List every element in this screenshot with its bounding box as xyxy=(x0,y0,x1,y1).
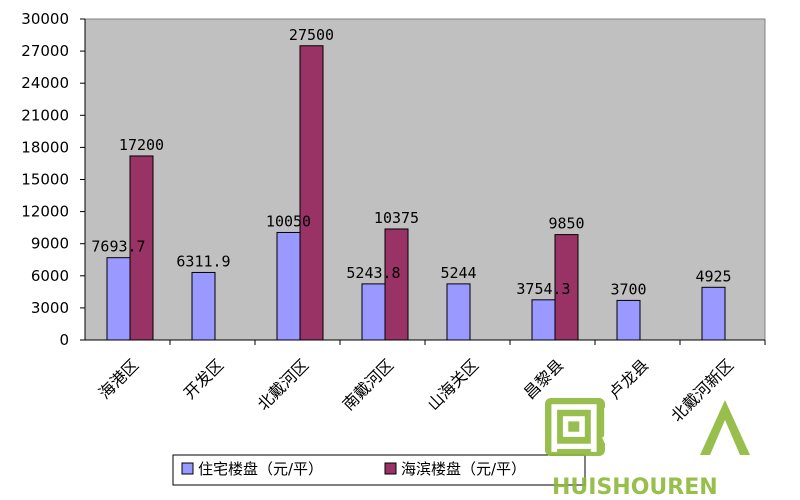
bar-seaside xyxy=(384,228,409,341)
data-label: 3754.3 xyxy=(516,280,570,298)
y-tick-label: 9000 xyxy=(31,235,69,253)
x-category-label: 北戴河区 xyxy=(254,355,313,414)
bar-residential xyxy=(446,283,471,341)
data-label: 17200 xyxy=(119,136,164,154)
watermark-box xyxy=(545,398,605,456)
bar-seaside xyxy=(129,155,154,341)
bar-residential xyxy=(106,257,131,341)
y-tick-label: 0 xyxy=(59,331,69,349)
y-tick-label: 27000 xyxy=(21,42,69,60)
legend-box xyxy=(172,454,586,486)
x-category-label: 山海关区 xyxy=(424,355,483,414)
data-label: 10375 xyxy=(374,209,419,227)
data-label: 5243.8 xyxy=(346,264,400,282)
legend-label-residential: 住宅楼盘（元/平） xyxy=(198,460,323,478)
data-label: 4925 xyxy=(695,267,731,285)
legend-swatch-seaside xyxy=(384,462,397,475)
bars xyxy=(106,45,726,341)
bar-residential xyxy=(531,299,556,341)
bar-residential xyxy=(616,299,641,341)
data-label: 3700 xyxy=(610,280,646,298)
watermark-sub-text: HUISHOUREN xyxy=(552,475,718,500)
bar-seaside xyxy=(299,45,324,341)
data-label: 27500 xyxy=(289,26,334,44)
watermark-main-text: 回收 xyxy=(548,400,652,460)
y-tick-label: 6000 xyxy=(31,267,69,285)
watermark-logo: 回收 HUISHOUREN xyxy=(545,398,750,500)
y-tick-label: 3000 xyxy=(31,299,69,317)
y-tick-label: 30000 xyxy=(21,10,69,28)
x-category-label: 昌黎县 xyxy=(520,355,567,402)
y-tick-label: 24000 xyxy=(21,74,69,92)
x-category-label: 海港区 xyxy=(95,355,142,402)
x-category-label: 开发区 xyxy=(180,355,227,402)
watermark-mountain-icon xyxy=(700,400,750,455)
data-label: 6311.9 xyxy=(176,252,230,270)
y-tick-label: 21000 xyxy=(21,106,69,124)
y-tick-label: 15000 xyxy=(21,171,69,189)
y-tick-label: 18000 xyxy=(21,138,69,156)
legend-swatch-residential xyxy=(181,462,194,475)
x-category-label: 卢龙县 xyxy=(605,355,652,402)
plot-background xyxy=(84,18,766,341)
bar-seaside xyxy=(554,234,579,341)
y-axis: 0 3000 6000 9000 12000 15000 18000 21000 24000 27… xyxy=(21,10,766,349)
data-label: 9850 xyxy=(548,215,584,233)
data-label: 10050 xyxy=(266,212,311,230)
data-label: 7693.7 xyxy=(91,238,145,256)
bar-residential xyxy=(191,271,216,341)
legend-label-seaside: 海滨楼盘（元/平） xyxy=(401,460,526,478)
plot-area xyxy=(84,18,766,341)
legend: 住宅楼盘（元/平） 海滨楼盘（元/平） xyxy=(172,454,586,486)
bar-residential xyxy=(361,283,386,341)
data-labels: 7693.7 17200 6311.9 10050 27500 5243.8 10375 52… xyxy=(91,26,731,299)
bar-residential xyxy=(276,231,301,341)
data-label: 5244 xyxy=(440,264,476,282)
bar-residential xyxy=(701,286,726,341)
y-tick-label: 12000 xyxy=(21,203,69,221)
x-category-label: 南戴河区 xyxy=(339,355,398,414)
